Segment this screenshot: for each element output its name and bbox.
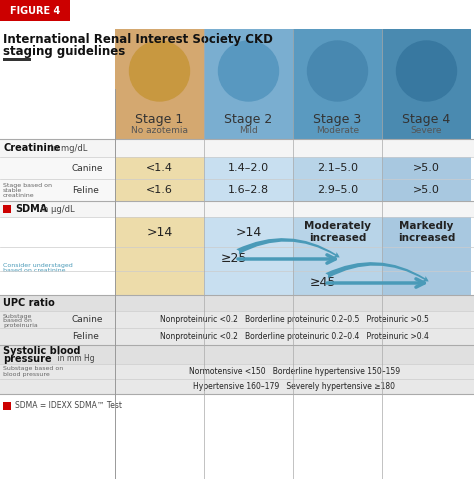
Text: Nonproteinuric <0.2   Borderline proteinuric 0.2–0.4   Proteinuric >0.4: Nonproteinuric <0.2 Borderline proteinur…: [160, 332, 429, 341]
Text: Feline: Feline: [72, 332, 99, 341]
Text: ≥45: ≥45: [310, 276, 336, 289]
Text: No azotemia: No azotemia: [131, 125, 188, 135]
FancyBboxPatch shape: [204, 157, 293, 179]
Text: Stage based on: Stage based on: [3, 182, 52, 187]
Text: blood pressure: blood pressure: [3, 372, 50, 377]
FancyBboxPatch shape: [382, 179, 471, 201]
Text: Stage 2: Stage 2: [224, 113, 273, 125]
FancyBboxPatch shape: [293, 217, 382, 247]
FancyBboxPatch shape: [115, 179, 204, 201]
FancyBboxPatch shape: [204, 247, 293, 271]
FancyBboxPatch shape: [115, 217, 204, 247]
Text: SDMA = IDEXX SDMA™ Test: SDMA = IDEXX SDMA™ Test: [15, 400, 122, 410]
Text: Substage: Substage: [3, 314, 32, 319]
Text: stable: stable: [3, 187, 22, 193]
Text: Moderate: Moderate: [316, 125, 359, 135]
Text: Canine: Canine: [72, 315, 103, 324]
Text: Canine: Canine: [72, 163, 103, 172]
Text: in μg/dL: in μg/dL: [38, 205, 74, 214]
FancyBboxPatch shape: [293, 179, 382, 201]
FancyBboxPatch shape: [204, 271, 293, 295]
FancyBboxPatch shape: [3, 58, 31, 61]
Text: based on: based on: [3, 318, 32, 323]
Text: Stage 3: Stage 3: [313, 113, 362, 125]
Text: 1.6–2.8: 1.6–2.8: [228, 185, 269, 195]
Text: >5.0: >5.0: [413, 185, 440, 195]
FancyBboxPatch shape: [115, 157, 204, 179]
Text: Mild: Mild: [239, 125, 258, 135]
FancyBboxPatch shape: [293, 29, 382, 118]
FancyBboxPatch shape: [293, 247, 382, 271]
FancyBboxPatch shape: [0, 295, 474, 311]
Circle shape: [129, 41, 190, 101]
Text: >14: >14: [236, 226, 262, 239]
Text: Markedly
increased: Markedly increased: [398, 221, 455, 243]
Text: Consider understaged: Consider understaged: [3, 262, 73, 267]
FancyBboxPatch shape: [293, 271, 382, 295]
FancyBboxPatch shape: [0, 345, 474, 364]
FancyBboxPatch shape: [3, 402, 11, 410]
Text: Stage 4: Stage 4: [402, 113, 451, 125]
Text: 2.1–5.0: 2.1–5.0: [317, 163, 358, 173]
FancyBboxPatch shape: [382, 247, 471, 271]
Text: pressure: pressure: [3, 354, 52, 364]
Circle shape: [308, 41, 367, 101]
Text: UPC ratio: UPC ratio: [3, 298, 55, 308]
Text: Moderately
increased: Moderately increased: [304, 221, 371, 243]
FancyBboxPatch shape: [382, 89, 471, 139]
Text: Nonproteinuric <0.2   Borderline proteinuric 0.2–0.5   Proteinuric >0.5: Nonproteinuric <0.2 Borderline proteinur…: [160, 315, 429, 324]
Text: >14: >14: [146, 226, 173, 239]
Text: Substage based on: Substage based on: [3, 366, 63, 371]
Text: Hypertensive 160–179   Severely hypertensive ≥180: Hypertensive 160–179 Severely hypertensi…: [193, 382, 395, 391]
Text: FIGURE 4: FIGURE 4: [10, 6, 60, 16]
Text: staging guidelines: staging guidelines: [3, 45, 125, 57]
Text: Normotensive <150   Borderline hypertensive 150–159: Normotensive <150 Borderline hypertensiv…: [189, 367, 400, 376]
Text: <1.6: <1.6: [146, 185, 173, 195]
FancyBboxPatch shape: [3, 205, 11, 213]
Text: Creatinine: Creatinine: [3, 143, 61, 153]
FancyBboxPatch shape: [115, 247, 204, 271]
Text: in mg/dL: in mg/dL: [48, 144, 87, 152]
Text: in mm Hg: in mm Hg: [55, 354, 95, 363]
Text: based on creatinine: based on creatinine: [3, 269, 65, 274]
Text: Severe: Severe: [411, 125, 442, 135]
FancyBboxPatch shape: [204, 217, 293, 247]
Text: SDMA: SDMA: [15, 204, 47, 214]
Text: proteinuria: proteinuria: [3, 323, 38, 328]
FancyBboxPatch shape: [0, 311, 474, 328]
FancyBboxPatch shape: [0, 201, 474, 217]
FancyBboxPatch shape: [204, 89, 293, 139]
FancyBboxPatch shape: [382, 29, 471, 118]
FancyBboxPatch shape: [115, 89, 204, 139]
FancyBboxPatch shape: [0, 0, 70, 21]
FancyBboxPatch shape: [0, 157, 115, 179]
FancyBboxPatch shape: [204, 179, 293, 201]
FancyBboxPatch shape: [0, 179, 115, 201]
FancyBboxPatch shape: [0, 379, 474, 394]
Text: Systolic blood: Systolic blood: [3, 345, 81, 355]
FancyBboxPatch shape: [293, 89, 382, 139]
FancyBboxPatch shape: [0, 364, 474, 379]
Text: 1.4–2.0: 1.4–2.0: [228, 163, 269, 173]
FancyBboxPatch shape: [293, 157, 382, 179]
Circle shape: [219, 41, 279, 101]
FancyBboxPatch shape: [0, 328, 474, 345]
FancyBboxPatch shape: [204, 29, 293, 118]
Text: ≥25: ≥25: [220, 252, 246, 265]
Text: Feline: Feline: [72, 185, 99, 194]
FancyBboxPatch shape: [382, 271, 471, 295]
FancyBboxPatch shape: [382, 157, 471, 179]
FancyBboxPatch shape: [0, 394, 474, 479]
Circle shape: [396, 41, 456, 101]
Text: <1.4: <1.4: [146, 163, 173, 173]
Text: creatinine: creatinine: [3, 193, 35, 197]
FancyBboxPatch shape: [115, 271, 204, 295]
Text: 2.9–5.0: 2.9–5.0: [317, 185, 358, 195]
Text: Stage 1: Stage 1: [136, 113, 183, 125]
Text: International Renal Interest Society CKD: International Renal Interest Society CKD: [3, 33, 273, 46]
FancyBboxPatch shape: [0, 139, 474, 157]
Text: >5.0: >5.0: [413, 163, 440, 173]
FancyBboxPatch shape: [115, 29, 204, 118]
FancyBboxPatch shape: [382, 217, 471, 247]
